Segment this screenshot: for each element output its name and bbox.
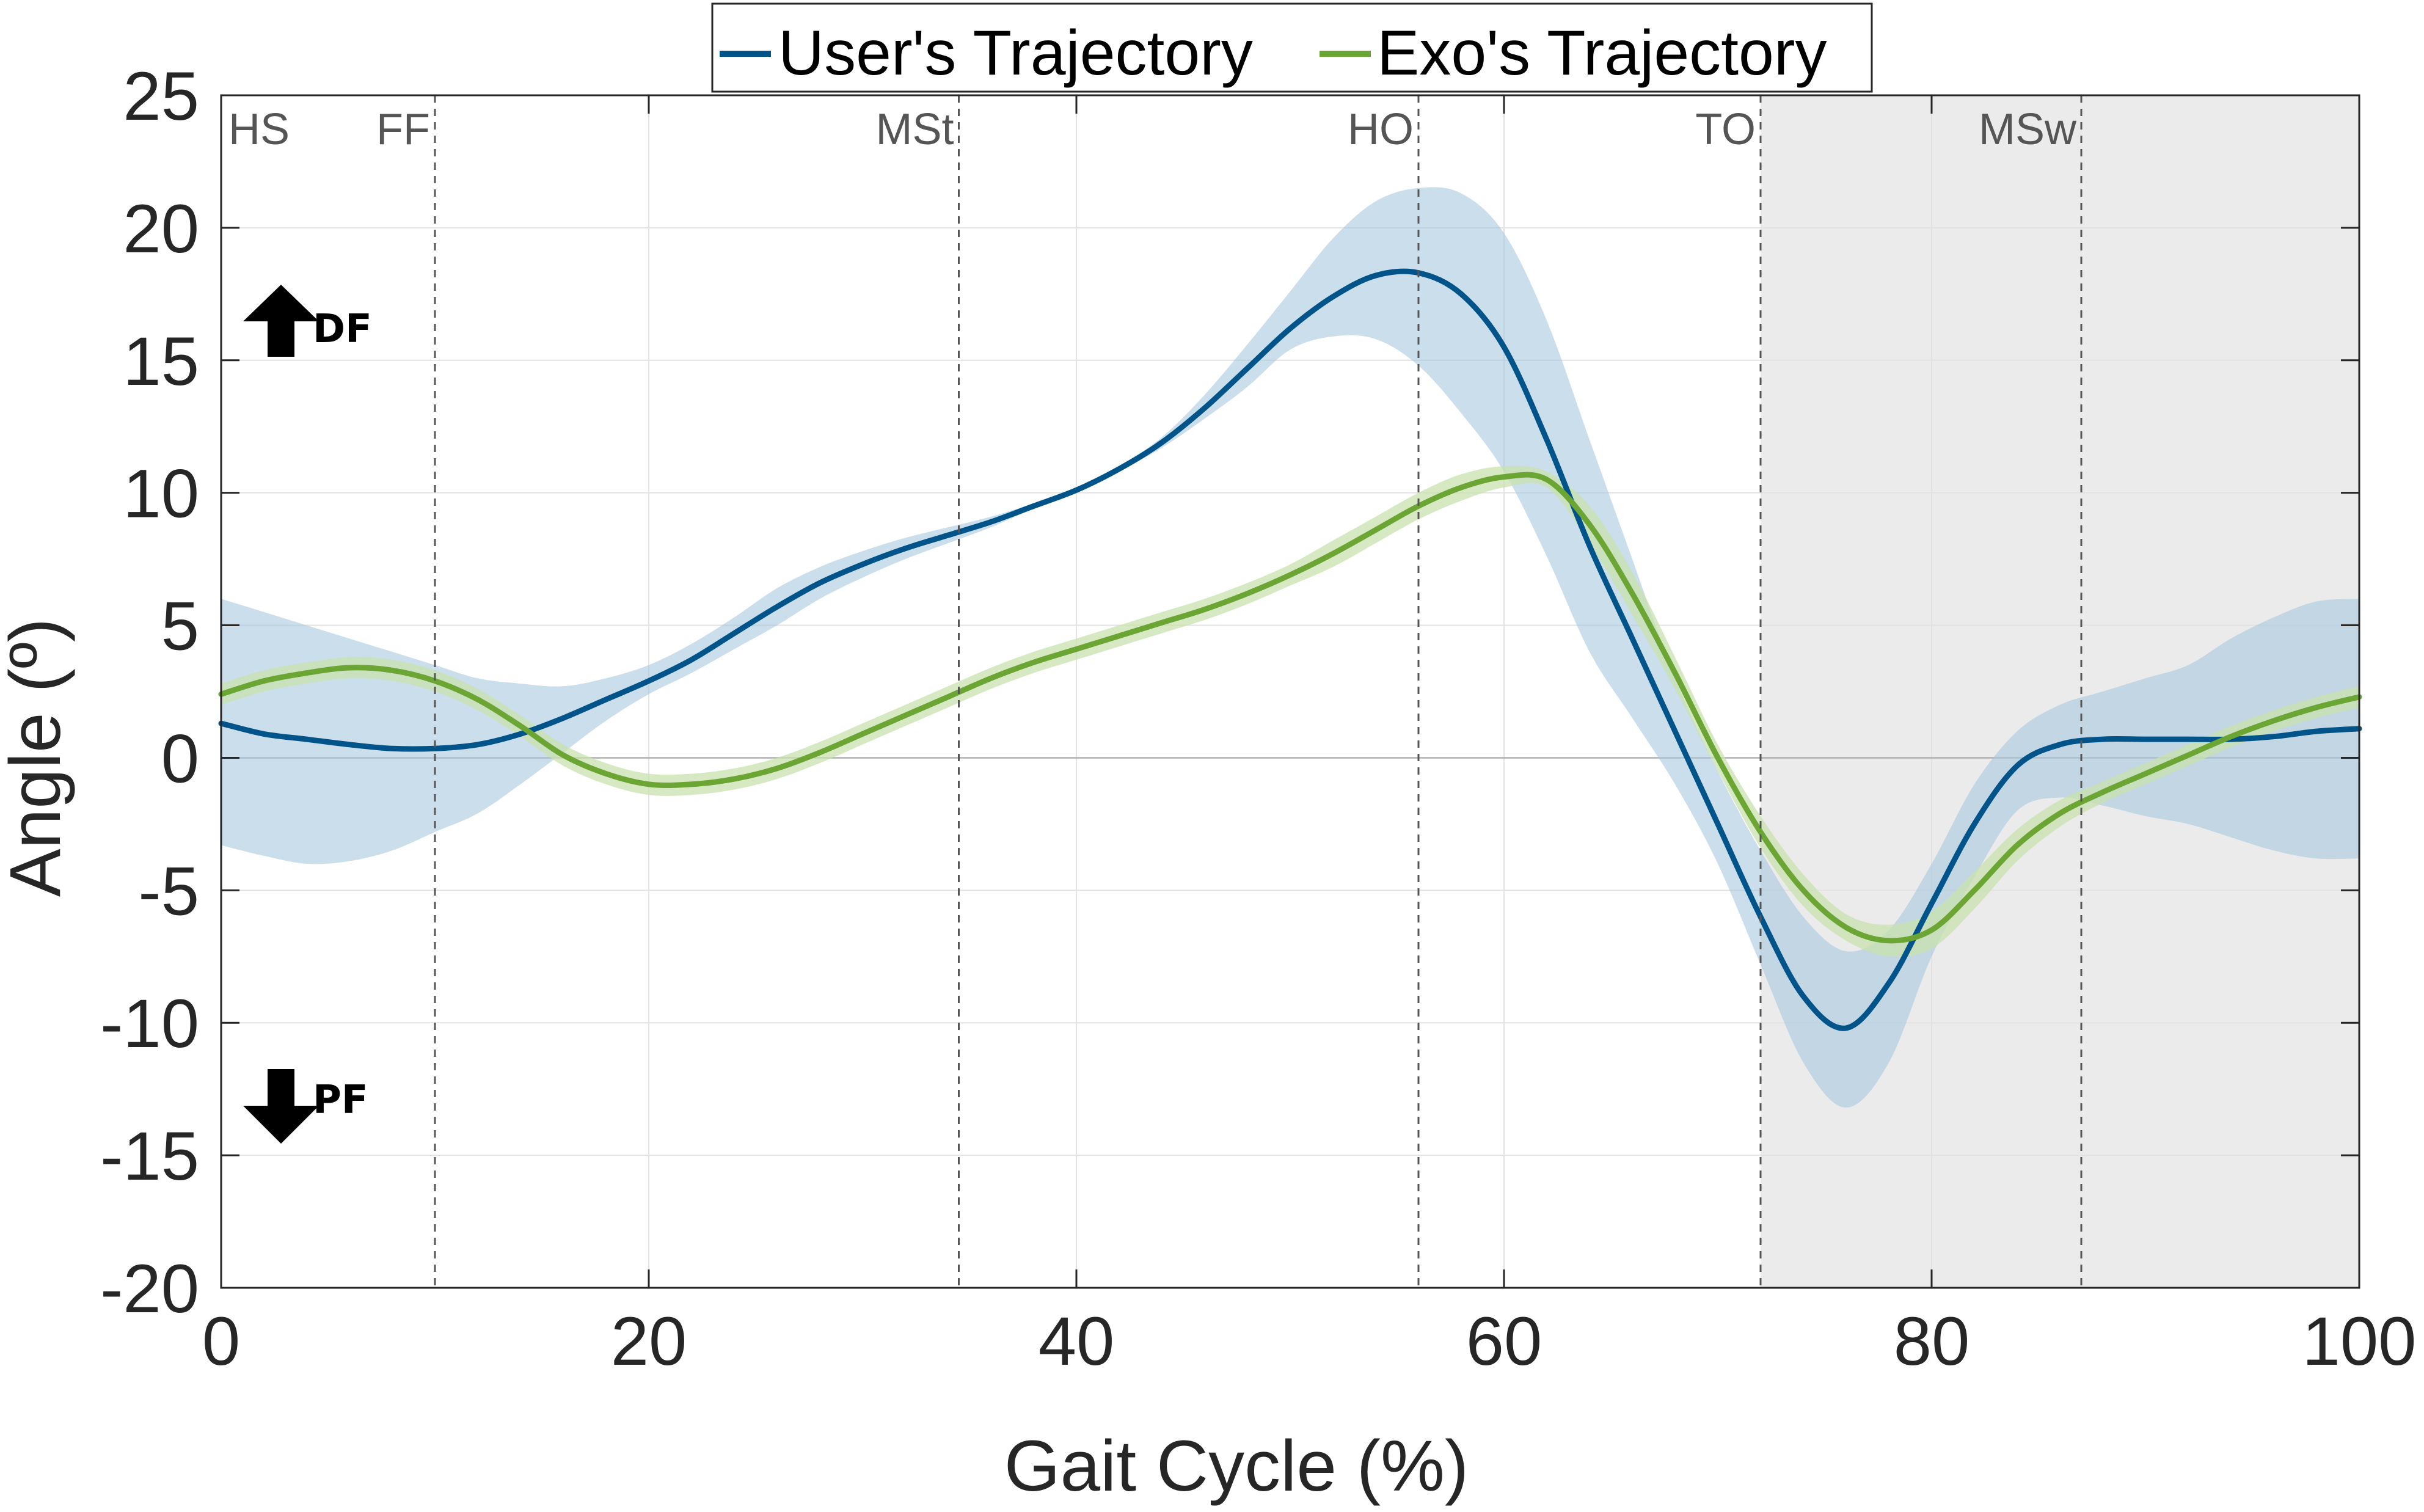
y-tick-label: 25	[123, 58, 199, 134]
x-axis-title: Gait Cycle (%)	[1004, 1426, 1469, 1507]
arrow-down-icon	[243, 1069, 319, 1144]
y-axis-title: Angle (º)	[0, 618, 76, 897]
legend: User's Trajectory Exo's Trajectory	[711, 2, 1873, 93]
legend-label-exo: Exo's Trajectory	[1377, 18, 1827, 89]
phase-label-mst: MSt	[875, 105, 954, 154]
y-tick-label: -15	[100, 1118, 199, 1194]
axis-layer	[220, 94, 2360, 1289]
y-tick-label: 15	[123, 323, 199, 400]
y-tick-label: 20	[123, 191, 199, 267]
phase-label-hs: HS	[228, 105, 290, 154]
y-tick-label: -10	[100, 985, 199, 1062]
x-tick-label: 60	[1466, 1303, 1542, 1379]
line-user	[218, 268, 2362, 1031]
y-tick-label: 0	[161, 720, 199, 797]
phase-label-ho: HO	[1348, 105, 1414, 154]
phase-label-msw: MSw	[1979, 105, 2077, 154]
x-tick-label: 40	[1039, 1303, 1115, 1379]
x-tick-label: 100	[2302, 1303, 2417, 1379]
tick-label-layer: 0 20 40 60 80 100 -20 -15 -10 -5 0 5 10 15 20 25	[100, 58, 2416, 1379]
y-tick-label: -5	[138, 853, 199, 929]
x-tick-label: 0	[202, 1303, 240, 1379]
phase-label-ff: FF	[376, 105, 430, 154]
line-layer	[218, 268, 2362, 1031]
x-tick-label: 80	[1894, 1303, 1970, 1379]
arrow-up-icon	[243, 285, 319, 357]
y-tick-label: 10	[123, 456, 199, 532]
phase-label-to: TO	[1695, 105, 1756, 154]
phase-layer: HS FF MSt HO TO MSw	[220, 95, 2083, 1288]
plot-frame	[220, 94, 2360, 1289]
y-tick-label: -20	[100, 1251, 199, 1327]
df-label: DF	[313, 307, 372, 352]
pf-label: PF	[313, 1078, 368, 1123]
x-tick-label: 20	[611, 1303, 687, 1379]
line-exo	[218, 472, 2362, 944]
dorsiflexion-annotation: DF	[243, 285, 372, 357]
legend-label-user: User's Trajectory	[778, 18, 1253, 89]
plantarflexion-annotation: PF	[243, 1069, 368, 1144]
y-tick-label: 5	[161, 588, 199, 665]
legend-box	[711, 2, 1873, 93]
